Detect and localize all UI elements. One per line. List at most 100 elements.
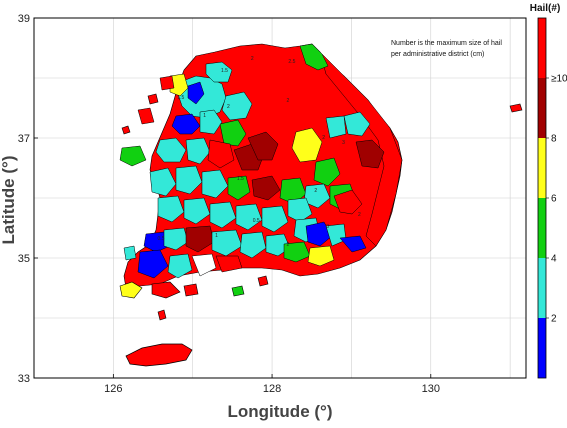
colorbar-bin xyxy=(538,198,546,258)
x-tick-label: 128 xyxy=(263,383,281,395)
district-region xyxy=(191,253,217,277)
colorbar-bin xyxy=(538,78,546,138)
district-region xyxy=(221,91,253,121)
island-region xyxy=(147,93,159,105)
island-region xyxy=(151,281,181,299)
district-value-label: 1 xyxy=(215,233,218,239)
plot-frame xyxy=(33,17,527,379)
district-region xyxy=(299,43,329,71)
island-region xyxy=(183,283,199,297)
y-tick-label: 33 xyxy=(18,373,30,385)
district-region xyxy=(325,115,347,139)
island-region xyxy=(231,285,245,297)
island-region xyxy=(119,281,143,299)
district-region xyxy=(171,113,201,135)
district-region xyxy=(251,175,281,201)
map-note-line-1: Number is the maximum size of hail xyxy=(391,40,502,47)
island-region xyxy=(509,103,523,113)
district-region xyxy=(343,111,371,137)
district-number-labels: 1.5 2 2.5 1.5 1 2 2 2 3 2 1.5 1 0.5 0.5 2 3 2 xyxy=(157,56,360,248)
colorbar-label: 2 xyxy=(551,314,557,325)
district-region xyxy=(211,229,243,257)
district-region xyxy=(319,51,403,247)
district-region xyxy=(175,165,203,195)
district-region xyxy=(143,231,171,253)
district-value-label: 2 xyxy=(287,242,290,248)
district-region xyxy=(307,245,335,267)
district-region xyxy=(205,61,233,83)
colorbar-bin xyxy=(538,18,546,78)
colorbar-bin xyxy=(538,138,546,198)
district-region xyxy=(137,107,155,125)
district-value-label: 2.5 xyxy=(288,59,295,65)
district-value-label: 2 xyxy=(227,104,230,110)
district-value-label: 3 xyxy=(342,140,345,146)
district-value-label: 2 xyxy=(322,135,325,141)
district-value-label: 2 xyxy=(358,212,361,218)
colorbar-bin xyxy=(538,258,546,318)
district-region xyxy=(155,137,187,163)
colorbar-label: 6 xyxy=(551,194,557,205)
colorbar-label: 8 xyxy=(551,134,557,145)
y-tick-label: 39 xyxy=(18,13,30,25)
district-region xyxy=(169,73,189,97)
district-region xyxy=(239,231,267,259)
colorbar-label: ≥10 xyxy=(551,74,567,85)
district-value-label: 0.5 xyxy=(157,236,164,242)
map-note-line-2: per administrative district (cm) xyxy=(391,51,484,58)
x-tick-label: 126 xyxy=(104,383,122,395)
district-region xyxy=(355,139,385,169)
district-region xyxy=(119,145,147,167)
district-region xyxy=(235,203,263,231)
colorbar-bin xyxy=(538,318,546,378)
district-region xyxy=(167,253,193,279)
district-region xyxy=(163,227,189,251)
district-region xyxy=(291,127,323,163)
y-tick-label: 35 xyxy=(18,253,30,265)
y-axis-title: Latitude (°) xyxy=(0,156,18,245)
colorbar-label: 4 xyxy=(551,254,557,265)
district-value-label: 0.5 xyxy=(253,218,260,224)
district-region xyxy=(137,249,169,279)
district-region xyxy=(209,201,237,229)
district-region xyxy=(187,81,205,105)
district-region xyxy=(283,241,311,263)
island-region xyxy=(125,343,193,367)
district-region xyxy=(183,197,211,225)
district-region xyxy=(227,175,251,201)
district-value-label: 1 xyxy=(203,113,206,119)
colorbar: 2 4 6 8 ≥10 xyxy=(537,17,567,379)
district-region xyxy=(199,109,223,135)
district-region xyxy=(333,189,363,215)
island-region xyxy=(257,275,269,287)
x-tick-label: 130 xyxy=(422,383,440,395)
district-region xyxy=(215,255,243,273)
district-region xyxy=(149,167,177,197)
island-region xyxy=(157,309,167,321)
district-region xyxy=(339,235,367,253)
district-region xyxy=(157,195,185,223)
district-value-label: 2 xyxy=(287,98,290,104)
district-region xyxy=(159,75,175,91)
district-region xyxy=(305,221,333,247)
district-value-label: 2 xyxy=(314,188,317,194)
y-tick-label: 37 xyxy=(18,133,30,145)
district-region xyxy=(247,131,279,161)
district-value-label: 1.5 xyxy=(237,176,244,182)
district-value-label: 3 xyxy=(326,224,329,230)
district-value-label: 1.5 xyxy=(221,68,228,74)
island-region xyxy=(121,125,131,135)
district-region xyxy=(207,139,235,169)
district-region xyxy=(185,137,211,165)
x-axis-title: Longitude (°) xyxy=(228,402,333,421)
district-region xyxy=(261,205,289,233)
district-region xyxy=(313,157,341,187)
district-region xyxy=(123,245,137,261)
district-region xyxy=(185,225,215,253)
district-region xyxy=(287,197,313,223)
colorbar-title: Hail(#) xyxy=(530,3,561,14)
district-value-label: 1.5 xyxy=(177,95,184,101)
district-value-label: 2 xyxy=(251,56,254,62)
